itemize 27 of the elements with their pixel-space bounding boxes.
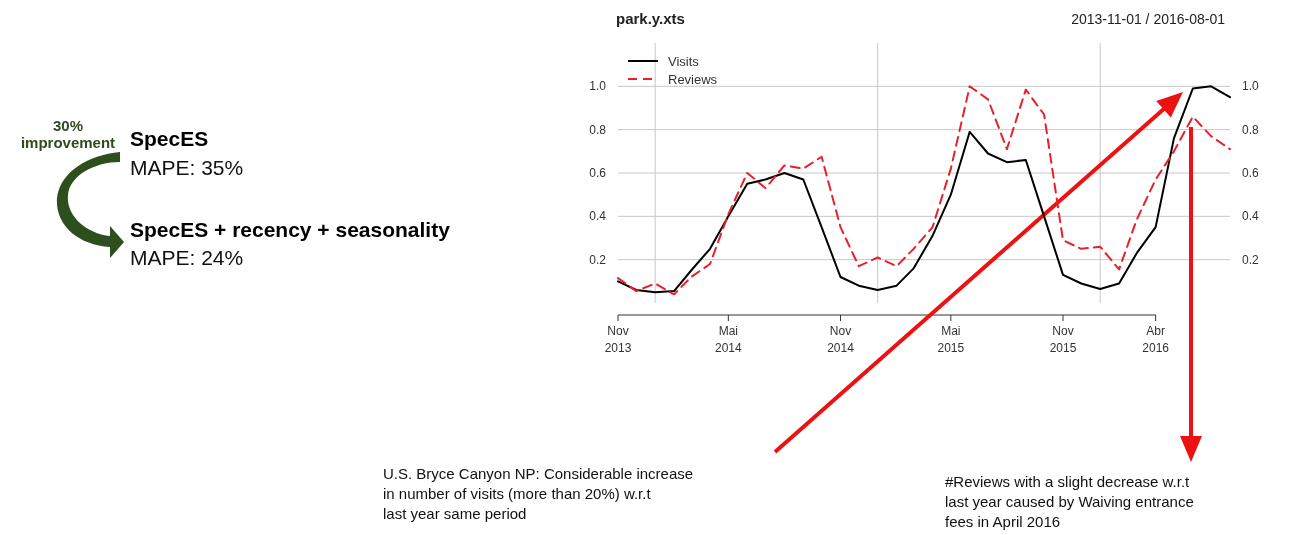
y2-tick-label: 1.0 <box>1242 79 1260 94</box>
y2-tick-label: 0.8 <box>1242 122 1260 137</box>
text: SpecES <box>130 127 209 150</box>
x-tick-label: Nov 2013 <box>604 324 632 355</box>
text: 30% improvement <box>20 117 116 152</box>
x-tick-label: Nov 2014 <box>827 324 855 355</box>
x-tick-label: Mai 2015 <box>937 324 965 355</box>
y2-tick-label: 0.2 <box>1242 252 1260 267</box>
text: U.S. Bryce Canyon NP: Considerable increase in number of visits (more than 20%) w.r.t last year same period <box>383 465 694 522</box>
text: SpecES + recency + seasonality <box>130 218 451 241</box>
legend-label: Reviews <box>668 72 718 87</box>
y-tick-label: 1.0 <box>589 79 607 94</box>
text: MAPE: 35% <box>130 156 244 179</box>
text: #Reviews with a slight decrease w.r.t last year caused by Waiving entrance fees in April 2016 <box>945 473 1194 530</box>
x-tick-label: Nov 2015 <box>1049 324 1077 355</box>
legend-label: Visits <box>668 54 700 69</box>
y-tick-label: 0.8 <box>589 122 607 137</box>
x-tick-label: Abr 2016 <box>1142 324 1170 355</box>
y2-tick-label: 0.6 <box>1242 166 1260 180</box>
y2-tick-label: 0.4 <box>1242 209 1260 224</box>
y-tick-label: 0.4 <box>589 209 607 224</box>
text: MAPE: 24% <box>130 246 244 269</box>
y-tick-label: 0.6 <box>589 166 607 180</box>
chart-subtitle: 2013-11-01 / 2016-08-01 <box>1071 11 1226 27</box>
chart-title: park.y.xts <box>616 10 685 27</box>
x-tick-label: Mai 2014 <box>714 324 742 355</box>
y-tick-label: 0.2 <box>589 252 607 267</box>
